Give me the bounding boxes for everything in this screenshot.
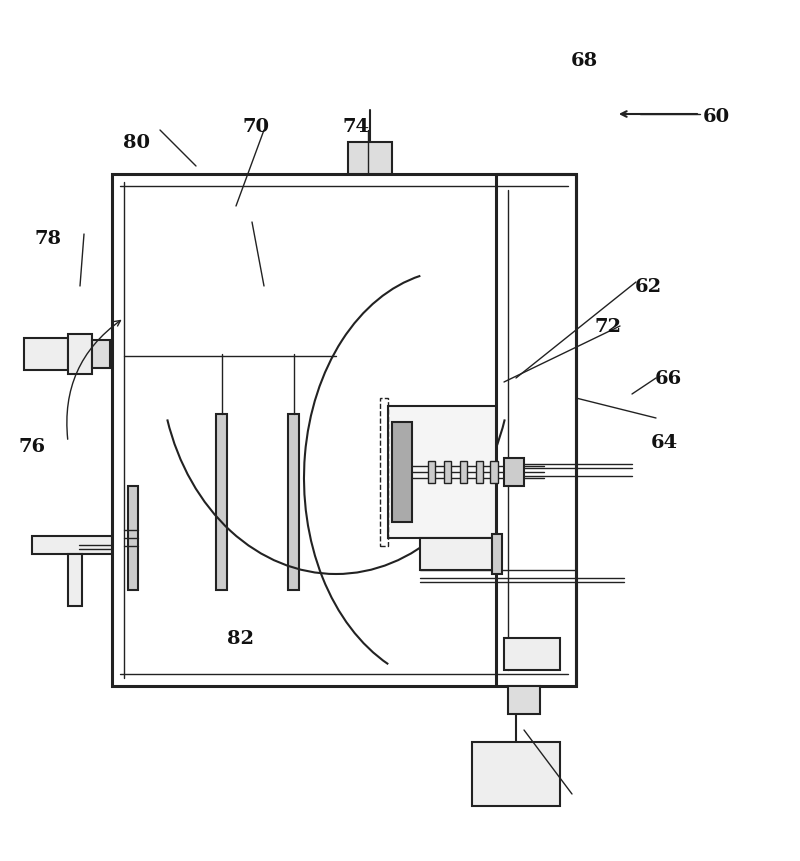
Bar [508, 686, 540, 714]
Bar [504, 638, 560, 670]
Bar [112, 175, 576, 686]
Text: 64: 64 [650, 433, 678, 451]
Bar [460, 461, 467, 484]
Text: 78: 78 [34, 230, 62, 248]
Text: 72: 72 [594, 318, 622, 336]
Text: 70: 70 [242, 118, 270, 136]
Bar [492, 535, 502, 574]
Bar [68, 554, 82, 606]
Bar [32, 536, 112, 554]
Bar [420, 538, 496, 570]
Bar [490, 461, 498, 484]
Bar [392, 423, 412, 523]
Bar [476, 461, 483, 484]
Bar [380, 399, 388, 547]
Bar [428, 461, 435, 484]
Bar [216, 414, 227, 591]
Text: 66: 66 [654, 369, 682, 387]
Text: 60: 60 [702, 108, 730, 127]
Text: 82: 82 [226, 629, 254, 647]
Bar [348, 143, 392, 175]
Bar [288, 414, 299, 591]
Bar [388, 406, 496, 538]
Text: 62: 62 [634, 278, 662, 295]
Text: 76: 76 [18, 437, 46, 455]
Bar [472, 742, 560, 806]
Bar [504, 458, 524, 486]
Bar [128, 486, 138, 591]
Bar [92, 341, 110, 369]
Bar [444, 461, 451, 484]
Bar [24, 338, 68, 370]
Bar [68, 335, 92, 375]
Text: 80: 80 [122, 133, 150, 152]
Text: 68: 68 [570, 53, 598, 71]
Text: 74: 74 [342, 118, 370, 136]
